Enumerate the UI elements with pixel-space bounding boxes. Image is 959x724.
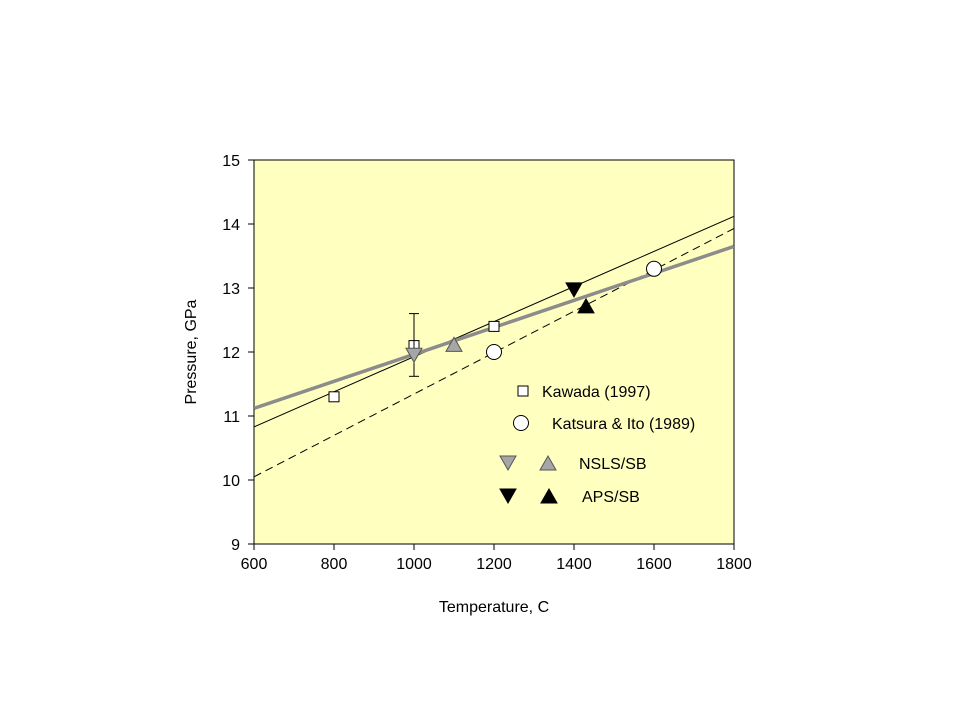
y-tick-label: 13 — [222, 281, 240, 298]
x-axis-label: Temperature, C — [439, 599, 549, 616]
data-point — [405, 347, 423, 364]
x-tick-label: 1000 — [396, 556, 432, 573]
legend-label: Katsura & Ito (1989) — [552, 416, 695, 433]
data-point — [445, 336, 463, 352]
data-point — [565, 282, 583, 298]
x-tick-label: 600 — [241, 556, 268, 573]
legend-label: NSLS/SB — [579, 456, 647, 473]
data-point — [646, 260, 662, 277]
legend-marker — [540, 487, 558, 504]
y-tick-label: 15 — [222, 153, 240, 170]
y-tick-label: 9 — [231, 537, 240, 554]
x-tick-label: 1400 — [556, 556, 592, 573]
y-tick-label: 12 — [222, 345, 240, 362]
legend-marker — [513, 415, 529, 431]
y-tick-label: 14 — [222, 217, 240, 234]
legend-label: Kawada (1997) — [542, 384, 651, 401]
data-points — [328, 260, 662, 403]
legend: Kawada (1997) Katsura & Ito (1989) NSLS/SB… — [499, 384, 695, 506]
y-tick-label: 10 — [222, 473, 240, 490]
data-point — [328, 391, 340, 403]
legend-marker — [517, 385, 529, 397]
x-tick-label: 1600 — [636, 556, 672, 573]
axes: 600 800 1000 1200 1400 1600 1800 9 10 11 12 13 14 15 — [222, 153, 752, 573]
x-tick-label: 800 — [321, 556, 348, 573]
legend-marker — [499, 488, 517, 505]
x-tick-label: 1200 — [476, 556, 512, 573]
y-axis-label: Pressure, GPa — [183, 299, 200, 404]
data-point — [488, 320, 500, 332]
data-point — [577, 297, 595, 314]
legend-label: APS/SB — [582, 489, 640, 506]
data-point — [486, 344, 502, 360]
y-tick-label: 11 — [223, 409, 240, 426]
x-tick-label: 1800 — [716, 556, 752, 573]
legend-marker — [539, 454, 557, 471]
legend-marker — [499, 455, 517, 472]
